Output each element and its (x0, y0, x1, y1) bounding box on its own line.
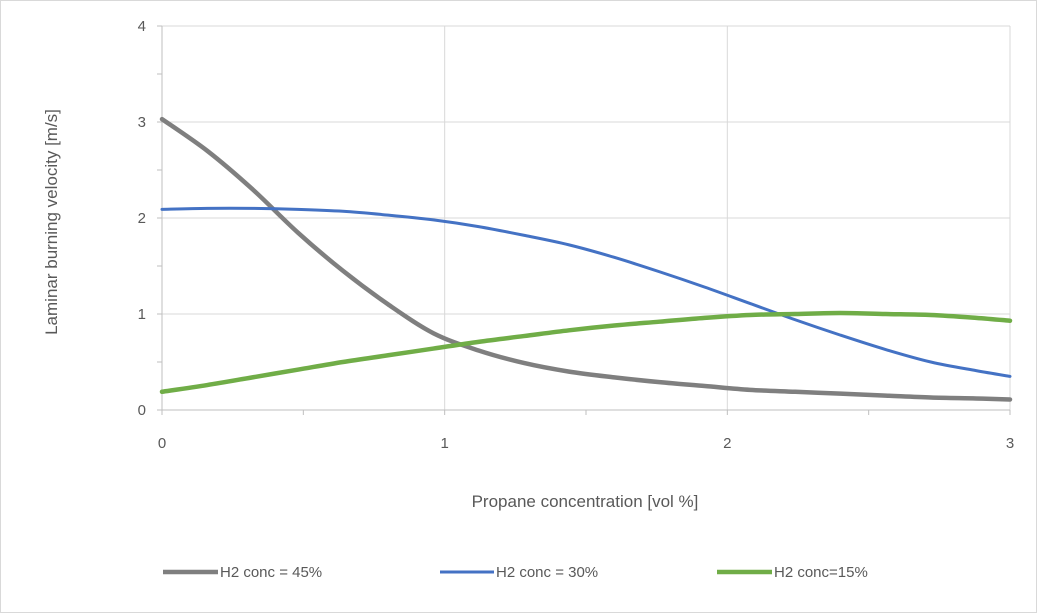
legend-label: H2 conc = 45% (220, 564, 322, 581)
series-line-3 (159, 310, 1013, 395)
series-line-1 (159, 116, 1013, 402)
y-tick-label: 4 (138, 18, 146, 35)
series-line-2 (160, 206, 1012, 378)
legend: H2 conc = 45% H2 conc = 30% H2 conc=15% (163, 564, 868, 581)
x-tick-label: 2 (723, 435, 731, 452)
series-layer (159, 116, 1013, 402)
grid-layer (162, 25, 1011, 410)
x-tick-label: 0 (158, 435, 166, 452)
x-tick-label: 3 (1006, 435, 1014, 452)
legend-item-3: H2 conc=15% (717, 564, 868, 581)
legend-label: H2 conc=15% (774, 564, 868, 581)
x-tick-label: 1 (440, 435, 448, 452)
y-tick-label: 1 (138, 306, 146, 323)
y-tick-label: 2 (138, 210, 146, 227)
axis-layer: 0 1 2 3 4 0 1 2 3 (138, 18, 1015, 452)
y-tick-label: 3 (138, 114, 146, 131)
y-tick-label: 0 (138, 402, 146, 419)
legend-item-2: H2 conc = 30% (440, 564, 598, 581)
x-axis-title: Propane concentration [vol %] (472, 492, 699, 511)
y-axis-title: Laminar burning velocity [m/s] (42, 109, 61, 335)
legend-label: H2 conc = 30% (496, 564, 598, 581)
legend-item-1: H2 conc = 45% (163, 564, 322, 581)
